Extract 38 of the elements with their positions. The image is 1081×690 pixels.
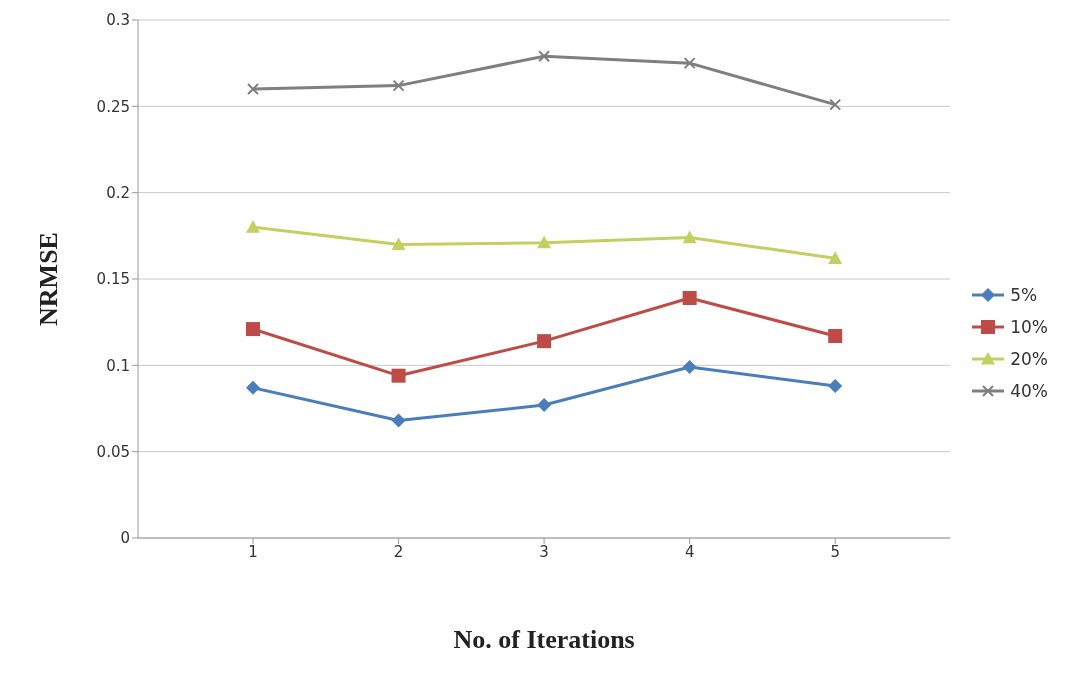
y-tick-label: 0.05 bbox=[96, 442, 130, 461]
y-tick-label: 0.2 bbox=[106, 183, 130, 202]
point bbox=[537, 398, 552, 413]
x-tick-label: 4 bbox=[684, 542, 695, 561]
y-tick-label: 0.15 bbox=[96, 270, 130, 289]
y-tick-label: 0 bbox=[120, 529, 130, 548]
point bbox=[828, 251, 843, 264]
point bbox=[829, 98, 842, 111]
legend-label: 5% bbox=[1010, 285, 1038, 305]
point bbox=[537, 235, 552, 249]
y-tick-label: 0.25 bbox=[96, 97, 130, 116]
point bbox=[247, 83, 259, 96]
legend-label: 20% bbox=[1010, 349, 1048, 369]
legend-label: 40% bbox=[1010, 381, 1048, 401]
point bbox=[246, 322, 260, 337]
y-tick-label: 0.1 bbox=[106, 356, 130, 375]
x-tick-label: 5 bbox=[830, 542, 840, 561]
point bbox=[682, 230, 697, 244]
point bbox=[537, 334, 552, 349]
point bbox=[391, 237, 406, 251]
point bbox=[391, 368, 406, 383]
point bbox=[246, 220, 260, 233]
y-tick-label: 0.3 bbox=[106, 11, 130, 30]
point bbox=[682, 290, 697, 305]
point bbox=[828, 328, 843, 343]
x-tick-label: 3 bbox=[539, 542, 549, 561]
x-tick-label: 1 bbox=[248, 542, 258, 561]
point bbox=[683, 57, 696, 70]
point bbox=[391, 413, 406, 428]
point bbox=[828, 379, 843, 394]
point bbox=[682, 360, 697, 375]
x-axis-title: No. of Iterations bbox=[453, 625, 635, 654]
point bbox=[246, 380, 260, 395]
point bbox=[392, 79, 405, 92]
y-axis-title: NRMSE bbox=[34, 232, 64, 326]
point bbox=[538, 50, 551, 63]
legend-label: 10% bbox=[1010, 317, 1048, 337]
x-tick-label: 2 bbox=[393, 542, 404, 561]
